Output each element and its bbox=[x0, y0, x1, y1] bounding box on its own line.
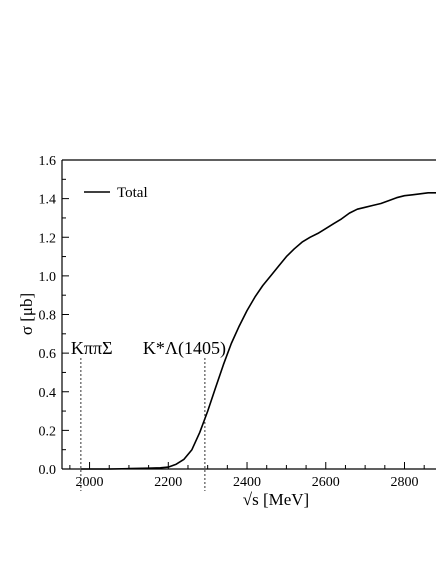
y-tick-label: 0.4 bbox=[39, 386, 57, 401]
threshold-label: KππΣ bbox=[71, 338, 113, 358]
axes: 0.0 0.2 0.4 0.6 0.8 1.0 1.2 1.4 1.6 2000 2200 2400 2… bbox=[39, 154, 436, 490]
x-axis-label: √s [MeV] bbox=[243, 490, 309, 509]
legend-label: Total bbox=[117, 185, 148, 201]
x-tick-label: 2000 bbox=[76, 475, 104, 490]
y-tick-label: 0.2 bbox=[39, 424, 57, 439]
y-tick-label: 0.8 bbox=[39, 309, 57, 324]
y-tick-label: 0.0 bbox=[39, 463, 57, 478]
y-tick-label: 1.6 bbox=[39, 154, 57, 169]
y-tick-label: 1.2 bbox=[39, 231, 57, 246]
x-tick-label: 2200 bbox=[154, 475, 182, 490]
x-tick-label: 2600 bbox=[312, 475, 340, 490]
y-tick-label: 1.0 bbox=[39, 270, 57, 285]
x-tick-label: 2800 bbox=[391, 475, 419, 490]
series-line-total bbox=[80, 192, 436, 470]
legend: Total bbox=[84, 185, 148, 201]
threshold-label: K*Λ(1405) bbox=[143, 338, 226, 359]
y-axis-label: σ [μb] bbox=[17, 293, 36, 335]
x-tick-label: 2400 bbox=[233, 475, 261, 490]
y-tick-label: 1.4 bbox=[39, 193, 57, 208]
series-group bbox=[80, 192, 436, 470]
threshold-lines: KππΣ K*Λ(1405) bbox=[71, 338, 226, 491]
y-tick-label: 0.6 bbox=[39, 347, 57, 362]
